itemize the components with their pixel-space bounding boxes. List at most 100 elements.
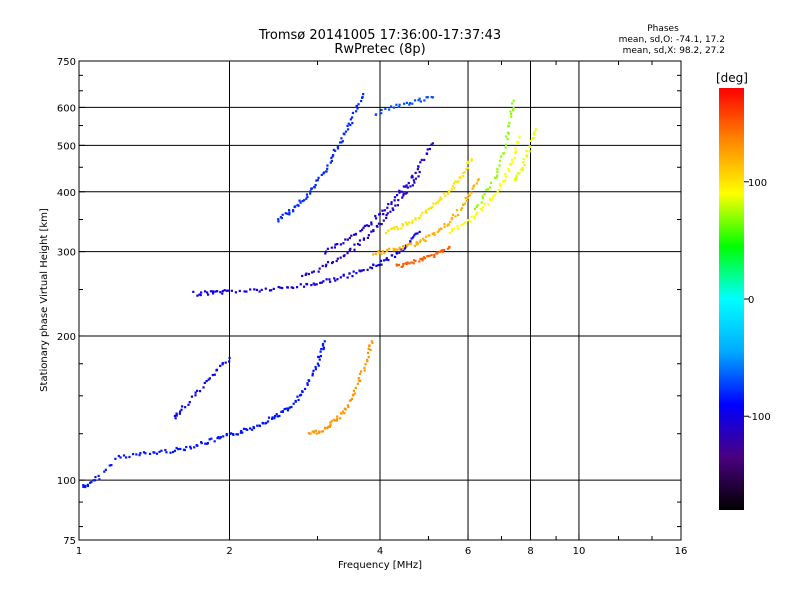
data-point bbox=[375, 264, 378, 267]
data-point bbox=[418, 240, 421, 244]
data-point bbox=[419, 257, 422, 261]
data-point bbox=[324, 252, 327, 255]
data-point bbox=[284, 212, 287, 215]
data-point bbox=[386, 248, 389, 251]
data-point bbox=[235, 433, 238, 436]
data-point bbox=[319, 354, 322, 358]
data-point bbox=[415, 243, 418, 246]
data-point bbox=[286, 212, 289, 215]
data-point bbox=[164, 448, 167, 452]
data-point bbox=[90, 480, 93, 484]
data-point bbox=[198, 293, 201, 296]
y-tick-label: 200 bbox=[57, 332, 76, 343]
data-point bbox=[321, 430, 325, 433]
data-point bbox=[446, 192, 450, 195]
data-point bbox=[303, 199, 306, 202]
data-point bbox=[360, 99, 363, 103]
data-point bbox=[299, 283, 302, 286]
data-point bbox=[439, 196, 442, 199]
data-point bbox=[288, 406, 291, 409]
data-point bbox=[117, 454, 120, 458]
data-point bbox=[392, 208, 395, 212]
data-point bbox=[382, 219, 385, 222]
data-point bbox=[444, 194, 447, 197]
data-point bbox=[489, 181, 492, 184]
data-point bbox=[281, 410, 284, 413]
data-point bbox=[325, 263, 328, 266]
data-point bbox=[189, 445, 192, 448]
data-point bbox=[499, 185, 502, 188]
data-point bbox=[498, 159, 502, 162]
data-point bbox=[462, 171, 465, 175]
data-point bbox=[455, 209, 459, 212]
data-point bbox=[320, 430, 323, 433]
data-point bbox=[418, 260, 421, 263]
data-point bbox=[474, 213, 478, 216]
data-point bbox=[385, 216, 388, 220]
data-point bbox=[516, 172, 519, 175]
x-tick-label: 6 bbox=[465, 546, 471, 557]
data-point bbox=[402, 102, 406, 105]
data-point bbox=[486, 188, 490, 191]
data-point bbox=[419, 161, 422, 164]
data-point bbox=[512, 99, 515, 102]
data-points-layer bbox=[82, 92, 538, 489]
data-point bbox=[457, 180, 460, 183]
data-point bbox=[423, 239, 426, 242]
data-point bbox=[279, 216, 282, 219]
data-point bbox=[366, 268, 369, 271]
data-point bbox=[433, 233, 436, 237]
data-point bbox=[194, 391, 197, 394]
data-point bbox=[372, 229, 375, 233]
data-point bbox=[244, 428, 248, 431]
data-point bbox=[305, 193, 309, 196]
data-point bbox=[216, 290, 219, 293]
data-point bbox=[281, 213, 284, 216]
data-point bbox=[508, 121, 511, 125]
data-point bbox=[318, 358, 321, 361]
data-point bbox=[334, 149, 337, 152]
data-point bbox=[466, 162, 469, 165]
data-point bbox=[249, 288, 252, 291]
data-point bbox=[518, 136, 521, 139]
data-point bbox=[314, 368, 317, 371]
data-point bbox=[98, 478, 101, 481]
data-point bbox=[404, 244, 407, 247]
data-point bbox=[196, 294, 199, 297]
data-point bbox=[360, 269, 363, 272]
data-point bbox=[330, 159, 333, 163]
data-point bbox=[317, 364, 320, 367]
data-point bbox=[341, 410, 344, 413]
data-point bbox=[528, 145, 531, 148]
data-point bbox=[292, 286, 295, 289]
data-point bbox=[405, 101, 408, 104]
data-point bbox=[405, 184, 408, 187]
data-point bbox=[274, 414, 277, 418]
data-point bbox=[322, 171, 326, 174]
data-point bbox=[496, 190, 499, 194]
data-point bbox=[260, 288, 263, 292]
data-point bbox=[310, 187, 313, 190]
data-point bbox=[309, 192, 312, 195]
data-point bbox=[299, 201, 302, 204]
data-point bbox=[416, 242, 419, 245]
data-point bbox=[175, 414, 178, 417]
data-point bbox=[379, 259, 383, 262]
data-point bbox=[418, 97, 421, 100]
y-tick-label: 600 bbox=[57, 103, 76, 114]
data-point bbox=[502, 152, 506, 155]
data-point bbox=[210, 437, 213, 440]
data-point bbox=[419, 100, 422, 103]
data-point bbox=[351, 393, 355, 396]
data-point bbox=[359, 270, 362, 273]
data-point bbox=[280, 410, 283, 413]
data-point bbox=[277, 285, 280, 289]
data-point bbox=[464, 222, 467, 225]
data-point bbox=[328, 278, 331, 281]
data-point bbox=[370, 221, 373, 224]
data-point bbox=[522, 161, 525, 164]
data-point bbox=[402, 185, 405, 188]
data-point bbox=[431, 205, 434, 208]
data-point bbox=[430, 95, 433, 99]
data-point bbox=[532, 136, 535, 140]
